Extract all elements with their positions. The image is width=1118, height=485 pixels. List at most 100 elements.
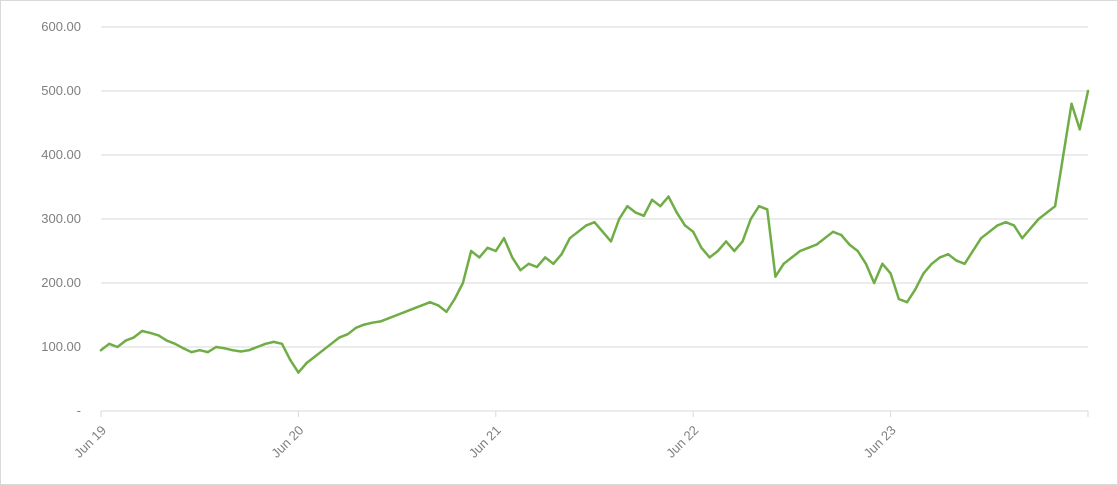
y-tick-label: 500.00 xyxy=(41,83,81,98)
data-point xyxy=(782,262,785,265)
data-point xyxy=(568,237,572,240)
data-point xyxy=(313,355,317,358)
data-point xyxy=(1021,237,1024,240)
data-point xyxy=(1086,89,1090,93)
data-point xyxy=(173,342,177,345)
data-point xyxy=(149,331,152,335)
data-point xyxy=(1053,205,1057,208)
x-axis: Jun 19 Jun 20 Jun 21 Jun 22 Jun 23 xyxy=(71,410,1089,461)
x-tick-label: Jun 20 xyxy=(268,423,306,461)
data-point xyxy=(428,301,432,304)
y-tick-label: 400.00 xyxy=(41,147,81,162)
x-tick-label: Jun 21 xyxy=(466,423,504,461)
data-point xyxy=(1078,128,1081,131)
data-point xyxy=(445,310,448,313)
data-point xyxy=(379,320,382,323)
data-point xyxy=(420,304,423,307)
data-point xyxy=(543,256,547,259)
data-point xyxy=(831,230,835,233)
data-point xyxy=(182,347,185,350)
data-point xyxy=(576,230,580,233)
data-point xyxy=(223,347,226,350)
data-point xyxy=(609,240,613,243)
data-point xyxy=(552,262,555,265)
data-point xyxy=(1062,153,1065,157)
gridlines xyxy=(101,26,1088,348)
data-point xyxy=(535,265,539,269)
data-point xyxy=(815,243,818,246)
data-point xyxy=(437,304,440,307)
data-point xyxy=(1037,217,1040,221)
data-point xyxy=(395,313,399,317)
data-point xyxy=(461,281,465,285)
data-point xyxy=(790,256,794,259)
data-point xyxy=(404,310,407,313)
data-point xyxy=(247,349,251,352)
data-point xyxy=(733,249,736,253)
data-point xyxy=(601,230,604,233)
data-point xyxy=(979,237,983,240)
data-point xyxy=(99,349,103,352)
data-point xyxy=(116,345,119,349)
x-tick-label: Jun 23 xyxy=(861,423,899,461)
data-point xyxy=(478,256,481,259)
data-point xyxy=(338,336,341,339)
data-point xyxy=(346,333,349,336)
y-tick-label: 100.00 xyxy=(41,339,81,354)
data-point xyxy=(469,249,473,253)
data-point xyxy=(938,256,942,259)
data-point xyxy=(741,240,744,243)
data-point xyxy=(930,262,933,265)
data-point xyxy=(321,349,325,352)
data-point xyxy=(1070,102,1073,106)
data-point xyxy=(363,323,366,326)
data-point xyxy=(330,342,333,345)
data-point xyxy=(132,336,136,339)
data-point xyxy=(683,224,687,227)
data-point xyxy=(585,224,588,227)
data-point xyxy=(856,249,859,253)
data-point xyxy=(626,205,629,208)
series-group xyxy=(99,89,1090,374)
data-point xyxy=(511,256,514,259)
data-point xyxy=(157,334,160,337)
data-point xyxy=(823,237,826,240)
y-axis: - 100.00 200.00 300.00 400.00 500.00 600.00 xyxy=(41,19,81,418)
data-point xyxy=(675,211,678,214)
data-point xyxy=(922,272,925,275)
data-point xyxy=(840,233,843,237)
data-point xyxy=(872,281,876,285)
data-point xyxy=(667,195,670,198)
data-point xyxy=(971,249,975,253)
data-point xyxy=(206,350,210,354)
y-tick-label: 300.00 xyxy=(41,211,81,226)
data-point xyxy=(239,350,243,353)
series-line xyxy=(99,89,1090,374)
data-point xyxy=(231,349,234,352)
data-point xyxy=(165,339,168,342)
data-point xyxy=(914,288,917,291)
data-point xyxy=(198,349,201,352)
data-point xyxy=(650,198,654,201)
data-point xyxy=(453,297,456,301)
x-tick-label: Jun 22 xyxy=(663,423,701,461)
data-point xyxy=(494,249,497,253)
data-point xyxy=(280,342,284,345)
data-point xyxy=(412,307,415,310)
data-point xyxy=(297,371,300,374)
data-point xyxy=(708,256,711,259)
data-point xyxy=(881,262,884,265)
data-point xyxy=(848,243,851,246)
data-point xyxy=(486,246,489,249)
data-point xyxy=(798,249,802,253)
data-point xyxy=(140,329,144,333)
data-point xyxy=(560,253,563,256)
data-point xyxy=(692,230,695,233)
data-point xyxy=(354,326,358,329)
data-point xyxy=(1045,211,1049,214)
data-point xyxy=(659,205,662,208)
data-point xyxy=(774,275,777,278)
data-point xyxy=(700,246,703,249)
data-point xyxy=(724,240,728,243)
